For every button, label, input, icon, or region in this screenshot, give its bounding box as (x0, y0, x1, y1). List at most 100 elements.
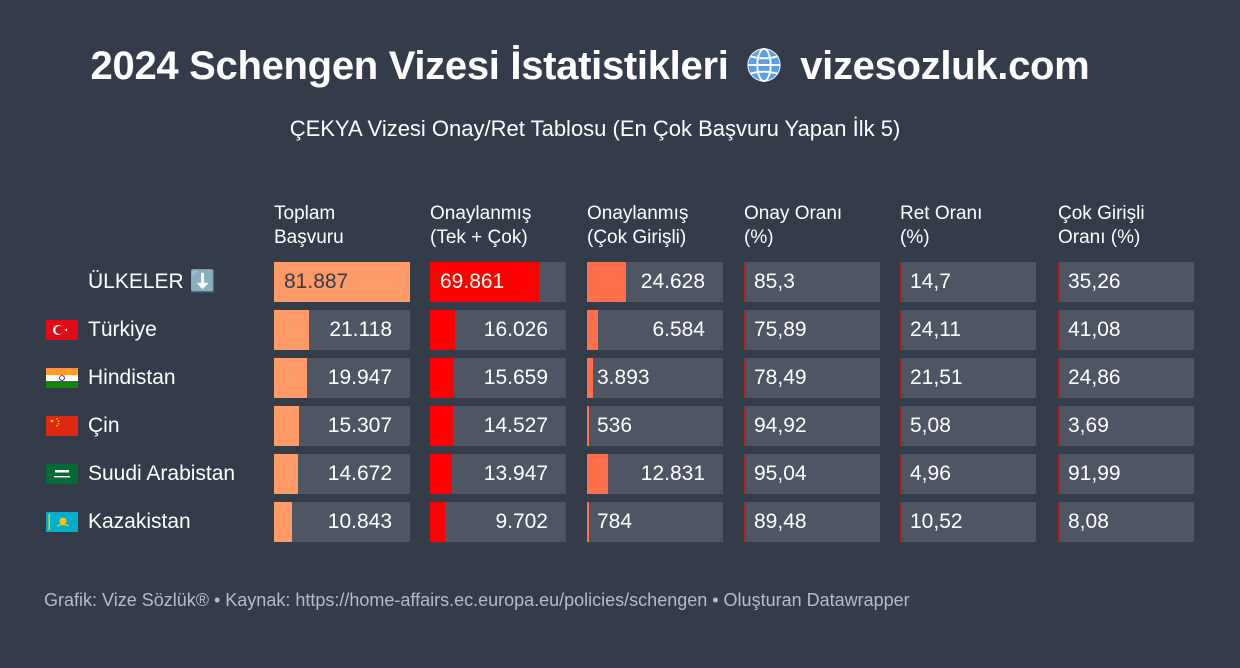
cell-value: 15.307 (327, 414, 392, 437)
cell-value: 16.026 (483, 318, 548, 341)
value-bar (430, 310, 455, 350)
value-bar (744, 358, 746, 398)
value-bar (587, 406, 589, 446)
cell-value: 10,52 (910, 510, 963, 533)
table-cell: 24.628 (587, 262, 723, 302)
value-bar (900, 454, 902, 494)
column-header-line: (Tek + Çok) (430, 227, 528, 248)
column-header: Onay Oranı (%) (744, 202, 884, 250)
value-bar (587, 262, 627, 302)
table-cell: 15.307 (274, 406, 410, 446)
cell-value: 13.947 (483, 462, 548, 485)
country-label: Kazakistan (88, 510, 191, 533)
column-header-line: (Çok Girişli) (587, 227, 687, 248)
value-bar (430, 262, 539, 302)
country-label: Suudi Arabistan (88, 462, 236, 485)
value-bar (744, 454, 746, 494)
country-label: Hindistan (88, 366, 176, 389)
value-bar (1058, 454, 1060, 494)
flag-saudi-arabia-icon (46, 464, 78, 484)
cell-value: 85,3 (754, 270, 795, 293)
value-bar (900, 502, 902, 542)
flag-kazakhstan-icon (46, 512, 78, 532)
cell-value: 784 (597, 510, 633, 533)
table-cell: 78,49 (744, 358, 880, 398)
column-header: Onaylanmış (Çok Girişli) (587, 202, 727, 250)
title-main: 2024 Schengen Vizesi İstatistikleri (90, 44, 729, 88)
table-cell: 3,69 (1058, 406, 1194, 446)
table-cell: 41,08 (1058, 310, 1194, 350)
column-header-line: Ret Oranı (900, 203, 983, 224)
table-cell: 35,26 (1058, 262, 1194, 302)
value-bar (430, 454, 452, 494)
table-cell: 3.893 (587, 358, 723, 398)
value-bar (274, 310, 310, 350)
table-cell: 85,3 (744, 262, 880, 302)
flag-india-icon (46, 368, 78, 388)
table-cell: 8,08 (1058, 502, 1194, 542)
cell-value: 24,86 (1068, 366, 1121, 389)
value-bar (430, 502, 446, 542)
cell-value: 75,89 (754, 318, 807, 341)
column-header: Çok Girişli Oranı (%) (1058, 202, 1198, 250)
cell-value: 24.628 (640, 270, 705, 293)
cell-value: 12.831 (640, 462, 705, 485)
value-bar (1058, 262, 1060, 302)
table-cell: 10.843 (274, 502, 410, 542)
title-site: vizesozluk.com (800, 44, 1090, 88)
cell-value: 89,48 (754, 510, 807, 533)
cell-value: 95,04 (754, 462, 807, 485)
column-header: Onaylanmış (Tek + Çok) (430, 202, 570, 250)
column-header-line: Çok Girişli (1058, 203, 1145, 224)
cell-value: 15.659 (483, 366, 548, 389)
cell-value: 4,96 (910, 462, 951, 485)
value-bar (744, 262, 746, 302)
header-row-label: ÜLKELER ⬇️ (88, 270, 216, 293)
cell-value: 24,11 (910, 318, 961, 341)
cell-value: 8,08 (1068, 510, 1109, 533)
cell-value: 41,08 (1068, 318, 1121, 341)
cell-value: 536 (597, 414, 633, 437)
table-cell: 75,89 (744, 310, 880, 350)
table-cell: 95,04 (744, 454, 880, 494)
cell-value: 9.702 (495, 510, 548, 533)
table-cell: 6.584 (587, 310, 723, 350)
cell-value: 94,92 (754, 414, 807, 437)
country-label: Çin (88, 414, 120, 437)
cell-value: 91,99 (1068, 462, 1121, 485)
table-cell: 91,99 (1058, 454, 1194, 494)
cell-value: 5,08 (910, 414, 951, 437)
value-bar (587, 502, 589, 542)
table-cell: 19.947 (274, 358, 410, 398)
value-bar (430, 358, 455, 398)
cell-value: 21.118 (329, 318, 392, 341)
table-cell: 81.887 (274, 262, 410, 302)
value-bar (744, 406, 746, 446)
value-bar (744, 310, 746, 350)
value-bar (274, 358, 308, 398)
cell-value: 35,26 (1068, 270, 1121, 293)
value-bar (1058, 358, 1060, 398)
table-cell: 15.659 (430, 358, 566, 398)
subtitle: ÇEKYA Vizesi Onay/Ret Tablosu (En Çok Ba… (289, 116, 901, 141)
cell-value: 19.947 (327, 366, 392, 389)
table-cell: 24,86 (1058, 358, 1194, 398)
cell-value: 10.843 (327, 510, 392, 533)
cell-value: 3.893 (597, 366, 650, 389)
value-bar (274, 502, 292, 542)
table-cell: 24,11 (900, 310, 1036, 350)
table-cell: 5,08 (900, 406, 1036, 446)
table-cell: 14,7 (900, 262, 1036, 302)
column-header-line: Toplam (274, 203, 336, 224)
value-bar (900, 358, 902, 398)
page-title: 2024 Schengen Vizesi İstatistikleri vize… (0, 44, 1180, 89)
column-header-line: Onaylanmış (587, 203, 689, 224)
table-cell: 9.702 (430, 502, 566, 542)
column-header: Toplam Başvuru (274, 202, 414, 250)
column-header-line: Onay Oranı (744, 203, 843, 224)
value-bar (274, 454, 299, 494)
cell-value: 14.527 (483, 414, 548, 437)
cell-value: 78,49 (754, 366, 807, 389)
flag-turkey-icon (46, 320, 78, 340)
column-header-line: (%) (744, 227, 774, 248)
